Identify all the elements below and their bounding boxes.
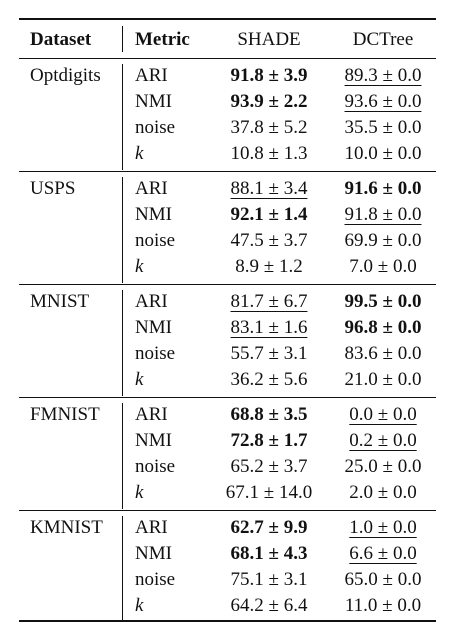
metric-label: noise [135,456,176,477]
dctree-value: 1.0 ± 0.0 [349,517,417,538]
metric-label: k [135,482,144,503]
metric-label: k [135,595,144,616]
group-rule [19,510,436,511]
bottom-rule [19,620,436,622]
metric-label: k [135,143,144,164]
metric-label: ARI [135,291,168,312]
shade-value: 91.8 ± 3.9 [230,65,308,86]
metric-label: k [135,256,144,277]
header-shade: SHADE [237,29,301,50]
dataset-name: MNIST [30,291,90,312]
metric-label: NMI [135,317,172,338]
metric-label: noise [135,230,176,251]
metric-label: noise [135,569,176,590]
shade-value: 62.7 ± 9.9 [230,517,308,538]
group-rule [19,171,436,172]
group-rule [19,397,436,398]
shade-value: 68.1 ± 4.3 [230,543,308,564]
shade-value: 10.8 ± 1.3 [230,143,308,164]
shade-value: 81.7 ± 6.7 [230,291,308,312]
dctree-value: 0.0 ± 0.0 [349,404,417,425]
group-separator [122,516,123,622]
header-dctree: DCTree [352,29,414,50]
metric-label: k [135,369,144,390]
shade-value: 36.2 ± 5.6 [230,369,308,390]
shade-value: 55.7 ± 3.1 [230,343,308,364]
dctree-value: 6.6 ± 0.0 [349,543,417,564]
metric-label: noise [135,117,176,138]
shade-value: 37.8 ± 5.2 [230,117,308,138]
dctree-value: 83.6 ± 0.0 [344,343,422,364]
dctree-value: 93.6 ± 0.0 [344,91,422,112]
dctree-value: 99.5 ± 0.0 [344,291,422,312]
group-separator [122,290,123,396]
dctree-value: 96.8 ± 0.0 [344,317,422,338]
dataset-name: KMNIST [30,517,103,538]
metric-label: ARI [135,404,168,425]
dctree-value: 91.8 ± 0.0 [344,204,422,225]
shade-value: 83.1 ± 1.6 [230,317,308,338]
top-rule [19,18,436,20]
dctree-value: 7.0 ± 0.0 [349,256,417,277]
shade-value: 65.2 ± 3.7 [230,456,308,477]
header-separator [122,26,123,52]
dctree-value: 21.0 ± 0.0 [344,369,422,390]
dctree-value: 35.5 ± 0.0 [344,117,422,138]
metric-label: NMI [135,543,172,564]
shade-value: 75.1 ± 3.1 [230,569,308,590]
shade-value: 88.1 ± 3.4 [230,178,308,199]
group-separator [122,64,123,170]
dctree-value: 2.0 ± 0.0 [349,482,417,503]
shade-value: 92.1 ± 1.4 [230,204,308,225]
dataset-name: Optdigits [30,65,101,86]
metric-label: ARI [135,65,168,86]
metric-label: ARI [135,178,168,199]
header-rule [19,58,436,59]
group-separator [122,403,123,509]
shade-value: 67.1 ± 14.0 [225,482,313,503]
group-separator [122,177,123,283]
dctree-value: 10.0 ± 0.0 [344,143,422,164]
shade-value: 47.5 ± 3.7 [230,230,308,251]
metric-label: NMI [135,204,172,225]
metric-label: noise [135,343,176,364]
dctree-value: 89.3 ± 0.0 [344,65,422,86]
dctree-value: 11.0 ± 0.0 [344,595,422,616]
group-rule [19,284,436,285]
metric-label: NMI [135,430,172,451]
dctree-value: 25.0 ± 0.0 [344,456,422,477]
shade-value: 64.2 ± 6.4 [230,595,308,616]
shade-value: 68.8 ± 3.5 [230,404,308,425]
metric-label: ARI [135,517,168,538]
dataset-name: USPS [30,178,76,199]
dataset-name: FMNIST [30,404,100,425]
metric-label: NMI [135,91,172,112]
dctree-value: 65.0 ± 0.0 [344,569,422,590]
header-metric: Metric [135,29,190,50]
dctree-value: 69.9 ± 0.0 [344,230,422,251]
dctree-value: 0.2 ± 0.0 [349,430,417,451]
shade-value: 72.8 ± 1.7 [230,430,308,451]
shade-value: 8.9 ± 1.2 [235,256,303,277]
dctree-value: 91.6 ± 0.0 [344,178,422,199]
shade-value: 93.9 ± 2.2 [230,91,308,112]
header-dataset: Dataset [30,29,92,50]
